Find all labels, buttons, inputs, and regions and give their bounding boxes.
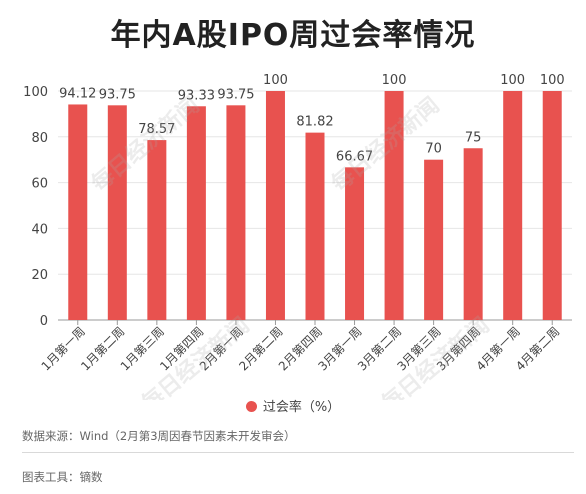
data-label: 78.57 xyxy=(138,122,175,137)
bar[interactable] xyxy=(463,148,483,320)
data-label: 81.82 xyxy=(296,115,333,130)
data-label: 100 xyxy=(263,73,288,88)
divider xyxy=(22,452,574,453)
legend-label: 过会率（%） xyxy=(262,400,341,415)
data-label: 100 xyxy=(500,73,525,88)
source-note: 数据来源：Wind（2月第3周因春节因素未开发审会） xyxy=(22,429,296,443)
bar[interactable] xyxy=(107,105,127,320)
chart-title: 年内A股IPO周过会率情况 xyxy=(110,18,476,53)
bar[interactable] xyxy=(226,105,246,320)
bar[interactable] xyxy=(503,91,523,320)
data-label: 94.12 xyxy=(59,86,96,101)
bar[interactable] xyxy=(68,104,88,320)
y-tick-label: 60 xyxy=(31,177,48,192)
data-label: 75 xyxy=(465,130,482,145)
data-label: 66.67 xyxy=(336,149,373,164)
data-label: 100 xyxy=(382,73,407,88)
watermark: 每日经济新闻 xyxy=(87,92,205,197)
bars xyxy=(68,91,562,321)
bar[interactable] xyxy=(424,159,444,320)
y-tick-label: 80 xyxy=(31,131,48,146)
y-tick-label: 40 xyxy=(31,222,48,237)
bar[interactable] xyxy=(345,167,365,320)
y-tick-label: 0 xyxy=(40,314,48,329)
bar[interactable] xyxy=(265,91,285,320)
bar[interactable] xyxy=(384,91,404,320)
data-label: 93.33 xyxy=(178,88,215,103)
data-label: 70 xyxy=(425,142,442,157)
y-axis-ticks: 0 20 40 60 80 100 xyxy=(23,85,48,329)
data-label: 100 xyxy=(540,73,565,88)
bar[interactable] xyxy=(186,106,206,321)
x-tick-label: 4月第二周 xyxy=(513,324,562,373)
data-label: 93.75 xyxy=(99,87,136,102)
data-label: 93.75 xyxy=(217,87,254,102)
legend[interactable]: 过会率（%） xyxy=(0,396,586,415)
y-tick-label: 100 xyxy=(23,85,48,100)
tool-credit: 图表工具：镝数 xyxy=(22,470,103,484)
y-tick-label: 20 xyxy=(31,268,48,283)
bar[interactable] xyxy=(542,91,562,320)
bar[interactable] xyxy=(305,132,325,320)
bar[interactable] xyxy=(147,140,167,320)
legend-swatch xyxy=(245,401,257,412)
